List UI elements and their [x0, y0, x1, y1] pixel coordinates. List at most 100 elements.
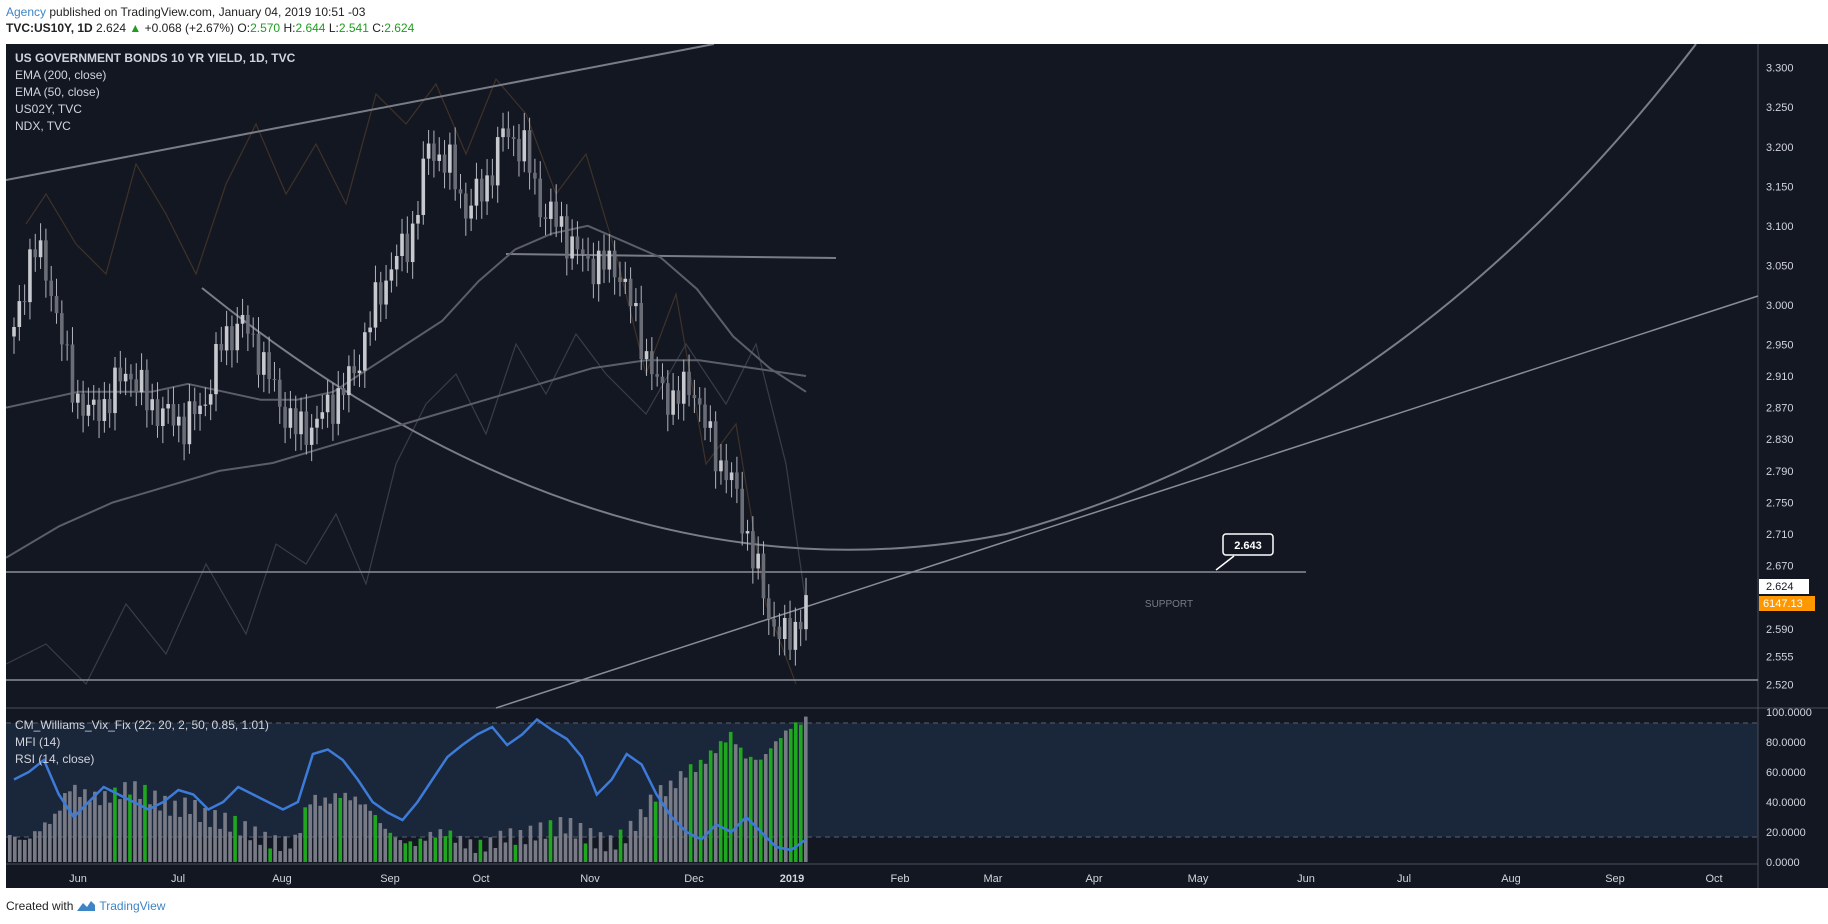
vix-fix-bar [438, 829, 443, 862]
candle-body [97, 399, 101, 422]
time-tick-label: Sep [380, 873, 400, 885]
price-tick-label: 3.050 [1766, 260, 1794, 272]
candle-body [687, 371, 691, 396]
candle-body [618, 277, 622, 282]
main-pane[interactable] [6, 44, 1758, 708]
indicator-axis-ticks: 100.0000 80.0000 60.0000 40.0000 20.0000 0.00… [1766, 707, 1812, 869]
vix-fix-bar [133, 781, 137, 862]
candle-body [336, 388, 341, 424]
candle-body [28, 249, 32, 303]
candle-body [575, 236, 580, 250]
vix-fix-bar [788, 728, 793, 862]
upper-trendline[interactable] [5, 43, 715, 181]
callout-box[interactable] [1222, 533, 1274, 556]
up-arrow-icon: ▲ [129, 21, 142, 35]
footer: Created with TradingView [6, 899, 165, 913]
price-tick-label: 2.910 [1766, 371, 1794, 383]
price-axis[interactable] [1758, 44, 1828, 888]
candle-body [203, 404, 208, 406]
vix-fix-bar [453, 842, 458, 862]
candle-body [182, 416, 186, 445]
candle-body [352, 366, 356, 374]
price-tick-label: 2.950 [1766, 339, 1794, 351]
candle-body [479, 178, 484, 202]
candle-body [437, 154, 442, 161]
candle-body [559, 216, 564, 227]
vix-fix-bar [513, 844, 518, 862]
candle-body [198, 405, 202, 415]
candle-body [347, 366, 351, 396]
vix-fix-bar [163, 795, 167, 862]
price-tick-label: 2.520 [1766, 679, 1794, 691]
candle-body [697, 398, 702, 405]
time-tick-label: Aug [272, 873, 292, 885]
author-link[interactable]: Agency [6, 5, 47, 19]
vix-fix-bar [293, 834, 297, 862]
candle-body [681, 371, 686, 404]
vix-fix-bar [493, 848, 498, 862]
vix-fix-bar [753, 759, 758, 862]
vix-fix-bar [388, 832, 393, 862]
candle-body [373, 282, 378, 328]
candle-body [235, 323, 240, 351]
vix-fix-bar [23, 839, 27, 862]
vix-fix-bar [668, 780, 673, 862]
vix-fix-bar [708, 750, 713, 862]
callout-value: 2.643 [1234, 540, 1262, 552]
indicator-tick-label: 100.0000 [1766, 707, 1812, 719]
candle-body [703, 404, 707, 428]
vix-fix-histogram [8, 716, 808, 862]
vix-fix-bar [373, 815, 378, 862]
candle-body [432, 143, 436, 161]
created-with-text: Created with [6, 899, 74, 913]
candle-body [676, 390, 681, 404]
vix-fix-bar [603, 851, 608, 862]
candle-body [75, 393, 80, 403]
candle-body [86, 404, 91, 416]
price-chart-svg[interactable]: US GOVERNMENT BONDS 10 YR YIELD, 1D, TVC… [5, 43, 1828, 888]
candle-body [729, 472, 734, 481]
vix-fix-bar [743, 758, 748, 862]
vix-fix-bar [198, 821, 202, 862]
vix-fix-bar [473, 852, 478, 862]
time-tick-label: Mar [984, 873, 1003, 885]
ndx-price-tag-text: 6147.13 [1763, 598, 1803, 610]
candle-body [187, 401, 192, 445]
vix-fix-bar [358, 804, 363, 862]
rounding-bottom-arc[interactable] [201, 43, 1697, 551]
vix-fix-bar [508, 828, 513, 862]
price-tick-label: 2.590 [1766, 624, 1794, 636]
last-price-tag-text: 2.624 [1766, 581, 1794, 593]
candle-body [554, 201, 558, 227]
vix-fix-bar [463, 848, 468, 862]
vix-fix-bar [433, 837, 438, 862]
vix-fix-bar [278, 851, 282, 862]
chart-title: US GOVERNMENT BONDS 10 YR YIELD, 1D, TVC [15, 51, 296, 65]
chart-area[interactable]: US GOVERNMENT BONDS 10 YR YIELD, 1D, TVC… [5, 43, 1828, 888]
candle-body [192, 401, 197, 415]
price-tick-label: 3.300 [1766, 63, 1794, 75]
candle-body [113, 367, 117, 414]
resistance-line[interactable] [505, 253, 837, 259]
vix-fix-bar [153, 790, 157, 862]
candle-body [325, 394, 330, 413]
candle-body [304, 411, 309, 445]
candle-body [44, 240, 48, 281]
vix-fix-bar [333, 793, 338, 862]
rising-trendline[interactable] [495, 295, 1759, 709]
price-tick-label: 2.830 [1766, 434, 1794, 446]
rsi-line [13, 717, 807, 852]
vix-fix-bar [468, 839, 473, 862]
vix-fix-bar [443, 836, 448, 862]
low-value: 2.541 [338, 21, 369, 35]
vix-fix-bar [113, 787, 117, 862]
candle-body [735, 472, 739, 489]
vix-fix-bar [8, 835, 12, 862]
vix-fix-bar [558, 817, 563, 862]
vix-fix-bar [633, 830, 638, 862]
tradingview-link[interactable]: TradingView [99, 899, 166, 913]
published-text: published on TradingView.com, January 04… [49, 5, 366, 19]
vix-fix-bar [243, 821, 247, 862]
indicator-tick-label: 60.0000 [1766, 767, 1806, 779]
vix-fix-bar [393, 837, 398, 862]
